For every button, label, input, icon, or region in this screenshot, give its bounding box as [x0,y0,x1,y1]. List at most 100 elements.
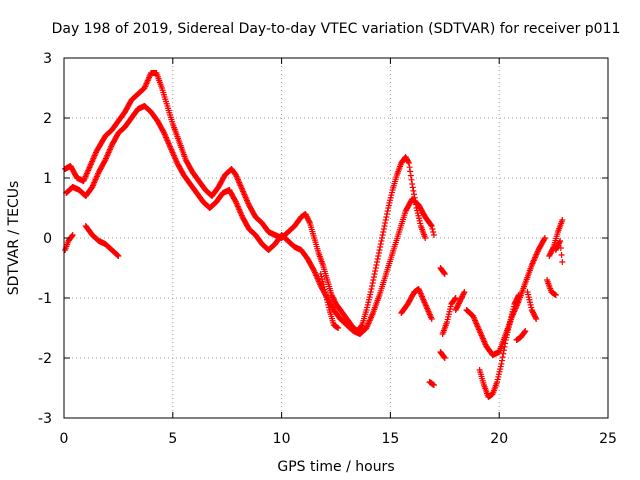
data-point [430,229,437,235]
x-tick-label: 10 [273,431,291,447]
data-point [160,128,167,135]
data-point [372,265,379,271]
x-tick-label: 25 [599,431,617,447]
data-point [501,343,508,350]
y-tick-label: 2 [43,111,52,127]
data-point [380,229,387,235]
data-point [383,211,390,217]
axis-ticks [63,57,609,419]
data-point [515,292,522,298]
data-point [378,238,385,244]
data-point [371,271,378,277]
data-point [306,218,313,225]
data-point [369,283,376,289]
data-point [380,226,387,232]
data-point [407,172,414,179]
data-point [502,340,509,347]
data-point [411,191,418,198]
data-point [405,158,412,165]
data-point [429,226,436,232]
data-points [62,70,566,400]
data-point [533,316,540,322]
data-point [384,208,391,214]
data-point [377,241,384,247]
data-point [372,268,379,274]
data-point [558,252,565,258]
data-point [405,160,412,166]
data-point [460,290,467,297]
data-point [115,253,122,259]
data-point [430,382,437,388]
data-point [370,277,377,283]
x-tick-label: 20 [490,431,508,447]
data-point [559,217,566,223]
data-point [69,232,76,238]
data-point [375,250,382,256]
data-point [408,176,415,183]
data-point [498,361,505,367]
data-point [499,354,506,361]
x-axis-label: GPS time / hours [277,459,394,475]
data-point [522,328,529,334]
x-tick-label: 0 [60,431,69,447]
data-point [428,223,435,229]
data-point [557,245,564,251]
data-point [382,217,389,223]
data-point [557,238,564,244]
data-point [441,270,448,277]
data-point [409,184,416,191]
data-point [428,316,435,322]
data-point [541,235,548,241]
x-tick-labels: 0 5 10 15 20 25 [60,431,617,447]
data-point [406,164,413,171]
data-point [409,181,416,187]
data-point [430,232,437,238]
data-point [367,289,374,295]
data-point [232,197,239,204]
data-point [452,295,459,301]
data-point [358,322,365,329]
data-point [335,325,342,331]
y-tick-label: 0 [43,231,52,247]
data-point [532,314,539,321]
data-point [383,214,390,220]
data-point [374,259,381,265]
data-point [382,220,389,226]
y-axis-label: SDTVAR / TECUs [6,181,22,296]
data-point [373,262,380,268]
y-tick-label: 1 [43,171,52,187]
data-point [369,280,376,286]
data-point [407,168,414,175]
data-point [498,357,505,364]
data-point [310,266,317,273]
data-point [500,350,507,357]
data-point [375,253,382,259]
data-point [556,239,563,246]
data-point [428,222,435,229]
x-tick-label: 15 [381,431,399,447]
data-point [541,236,548,243]
data-point [559,259,566,265]
y-tick-label: -1 [38,291,52,307]
data-point [381,223,388,229]
data-point [515,293,522,300]
data-point [377,244,384,250]
chart-title: Day 198 of 2019, Sidereal Day-to-day VTE… [52,21,621,37]
y-tick-label: -2 [38,351,52,367]
data-point [500,347,507,354]
data-point [69,232,76,239]
data-point [370,274,377,280]
data-point [422,235,429,241]
data-point [101,158,108,165]
y-tick-label: 3 [43,51,52,67]
data-point [368,286,375,292]
data-point [461,289,468,295]
data-point [374,256,381,262]
data-point [410,187,417,194]
data-point [552,292,559,298]
y-tick-labels: -3 -2 -1 0 1 2 3 [38,51,52,427]
data-point [441,355,448,361]
data-point [441,354,448,361]
data-point [441,271,448,277]
